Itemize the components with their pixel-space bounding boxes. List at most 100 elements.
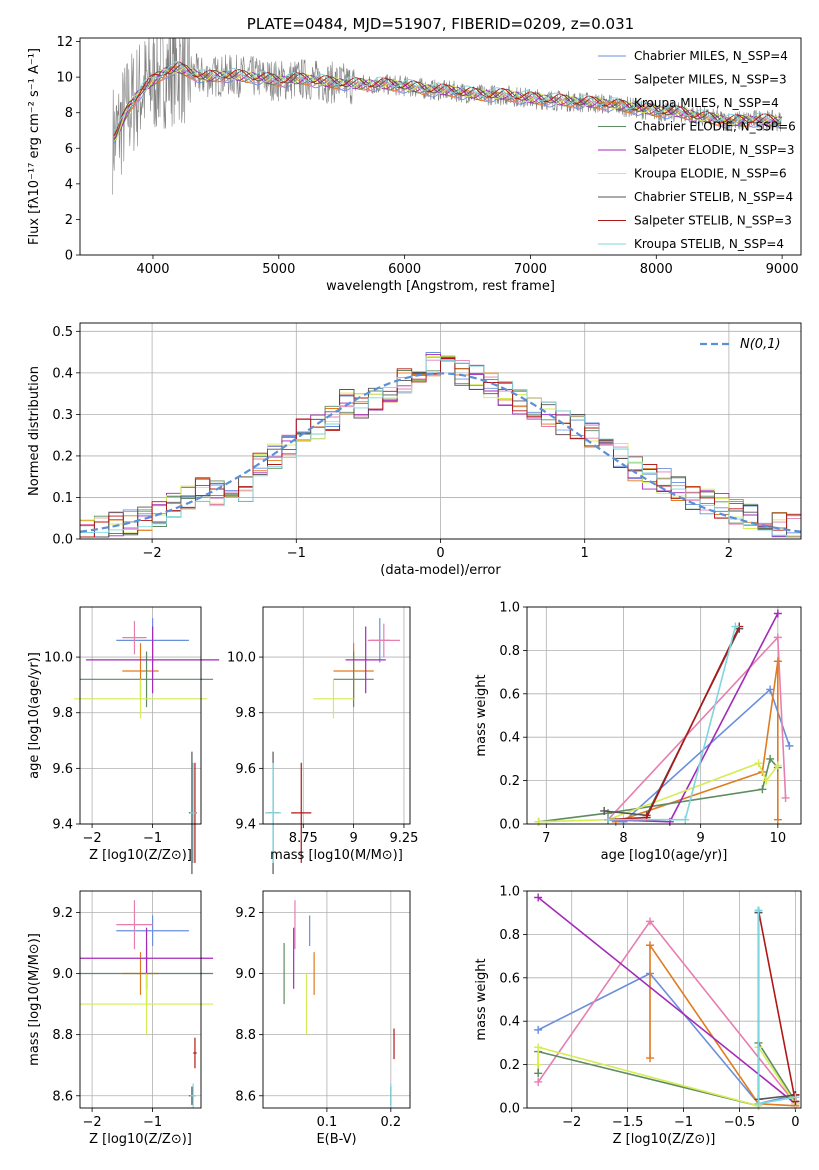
legend-label: Chabrier MILES, N_SSP=4 (634, 49, 788, 63)
mass-weight-marker (781, 793, 790, 802)
axes-0: 4000 5000 6000 7000 8000 9000 0 2 4 6 8 10 12 (56, 35, 798, 277)
legend-label: Salpeter ELODIE, N_SSP=3 (634, 143, 795, 157)
y-axis-label: mass weight (474, 674, 489, 756)
x-tick-label: −0.5 (724, 1115, 756, 1130)
y-tick-label: 12 (56, 35, 73, 50)
y-tick-label: 9.8 (52, 706, 73, 721)
mass-weight-marker (758, 785, 767, 794)
x-tick-label: −2 (562, 1115, 581, 1130)
y-tick-label: 0.4 (499, 1015, 520, 1030)
mass-weight-line (537, 920, 797, 1105)
x-axis-label: E(B-V) (316, 1132, 356, 1147)
legend: N(0,1) (700, 337, 781, 352)
mass-weight-line (537, 972, 796, 1105)
axes-1: −2 −1 0 1 2 0.0 0.1 0.2 0.3 0.4 0.5 (52, 323, 801, 561)
mass-weight-line (615, 661, 779, 823)
axes-2: −2 −1 9.4 9.6 9.8 10.0 (44, 607, 201, 846)
mass-weight-marker (754, 1099, 763, 1108)
x-tick-label: −2 (83, 1115, 102, 1130)
y-tick-label: 1.0 (499, 601, 520, 616)
histogram-step-line (80, 357, 801, 538)
axes-3: 8.75 9 9.25 9.4 9.6 9.8 10.0 (227, 607, 418, 846)
mass-weight-marker (766, 754, 775, 763)
y-tick-label: 8.8 (52, 1028, 73, 1043)
mass-weight-marker (534, 1077, 543, 1086)
axes-5: −2 −1 8.6 8.8 9.0 9.2 (52, 891, 201, 1130)
x-tick-label: 8000 (640, 262, 673, 277)
x-axis-label: age [log10(age/yr)] (601, 848, 728, 863)
axes-frame-2 (79, 606, 202, 825)
model-spectrum-line (113, 66, 781, 139)
y-tick-label: 10.0 (44, 651, 73, 666)
x-tick-label: 2 (725, 546, 733, 561)
legend-label: Chabrier ELODIE, N_SSP=6 (634, 120, 796, 134)
y-tick-label: 0.2 (499, 774, 520, 789)
model-spectrum-line (113, 66, 782, 136)
legend-label: Chabrier STELIB, N_SSP=4 (634, 190, 793, 204)
model-spectrum-line (113, 65, 781, 140)
y-tick-label: 8.6 (235, 1089, 256, 1104)
x-tick-label: 10 (770, 831, 787, 846)
y-tick-label: 0.6 (499, 687, 520, 702)
model-spectrum-line (113, 61, 781, 136)
legend-label: Kroupa MILES, N_SSP=4 (634, 96, 779, 110)
histogram-step-line (80, 358, 801, 538)
mass-weight-marker (534, 1043, 543, 1052)
x-axis-label: Z [log10(Z/Z⊙)] (613, 1132, 716, 1147)
mass-weight-marker (731, 622, 740, 631)
mass-weight-marker (773, 815, 782, 824)
x-tick-label: −1 (143, 1115, 162, 1130)
axes-7: −2 −1.5 −1 −0.5 0 0.0 0.2 0.4 0.6 0.8 1.0 (499, 885, 801, 1130)
mass-weight-marker (646, 1054, 655, 1063)
x-tick-label: 8 (619, 831, 627, 846)
y-tick-label: 4 (65, 177, 73, 192)
x-tick-label: 1 (581, 546, 589, 561)
x-tick-label: 6000 (388, 262, 421, 277)
x-tick-label: 0 (791, 1115, 799, 1130)
mass-weight-line (649, 942, 796, 1107)
x-tick-label: 0 (436, 546, 444, 561)
x-tick-label: 8.75 (289, 831, 318, 846)
x-tick-label: 5000 (262, 262, 295, 277)
axes-frame-6 (262, 890, 411, 1109)
x-axis-label: (data-model)/error (380, 563, 501, 578)
mass-weight-marker (754, 906, 763, 915)
axes-frame-7 (526, 890, 802, 1109)
x-tick-label: 9 (349, 831, 357, 846)
axes-frame-5 (79, 890, 202, 1109)
y-tick-label: 0.0 (499, 818, 520, 833)
x-tick-label: −1.5 (612, 1115, 644, 1130)
mass-weight-marker (754, 759, 763, 768)
x-tick-label: −2 (83, 831, 102, 846)
legend-label: Kroupa STELIB, N_SSP=4 (634, 237, 784, 251)
mass-weight-marker (534, 1025, 543, 1034)
y-tick-label: 9.4 (52, 818, 73, 833)
x-tick-label: 0.1 (317, 1115, 338, 1130)
mass-weight-marker (534, 1069, 543, 1078)
mass-weight-line (608, 626, 737, 821)
model-spectrum-line (113, 61, 782, 132)
mass-weight-marker (791, 1093, 800, 1102)
x-tick-label: 4000 (136, 262, 169, 277)
mass-weight-marker (534, 893, 543, 902)
y-tick-label: 0.4 (52, 366, 73, 381)
y-tick-label: 0.8 (499, 928, 520, 943)
histogram-step-line (80, 355, 801, 534)
mass-weight-line (607, 635, 787, 821)
y-tick-label: 9.2 (52, 906, 73, 921)
y-tick-label: 0.5 (52, 325, 73, 340)
x-axis-label: mass [log10(M/M⊙)] (270, 848, 403, 863)
x-tick-label: 9000 (766, 262, 799, 277)
axes-6: 0.1 0.2 8.6 8.8 9.0 9.2 (235, 891, 410, 1130)
x-tick-label: −1 (143, 831, 162, 846)
mass-weight-line (537, 1040, 797, 1107)
legend-label: Kroupa ELODIE, N_SSP=6 (634, 167, 787, 181)
x-tick-label: −2 (143, 546, 162, 561)
y-tick-label: 0.2 (499, 1058, 520, 1073)
axes-frame-3 (262, 606, 411, 825)
mass-weight-marker (773, 761, 782, 770)
normal-reference-curve (79, 372, 802, 533)
mass-weight-marker (600, 806, 609, 815)
y-tick-label: 9.4 (235, 818, 256, 833)
legend-label: Salpeter STELIB, N_SSP=3 (634, 214, 792, 228)
